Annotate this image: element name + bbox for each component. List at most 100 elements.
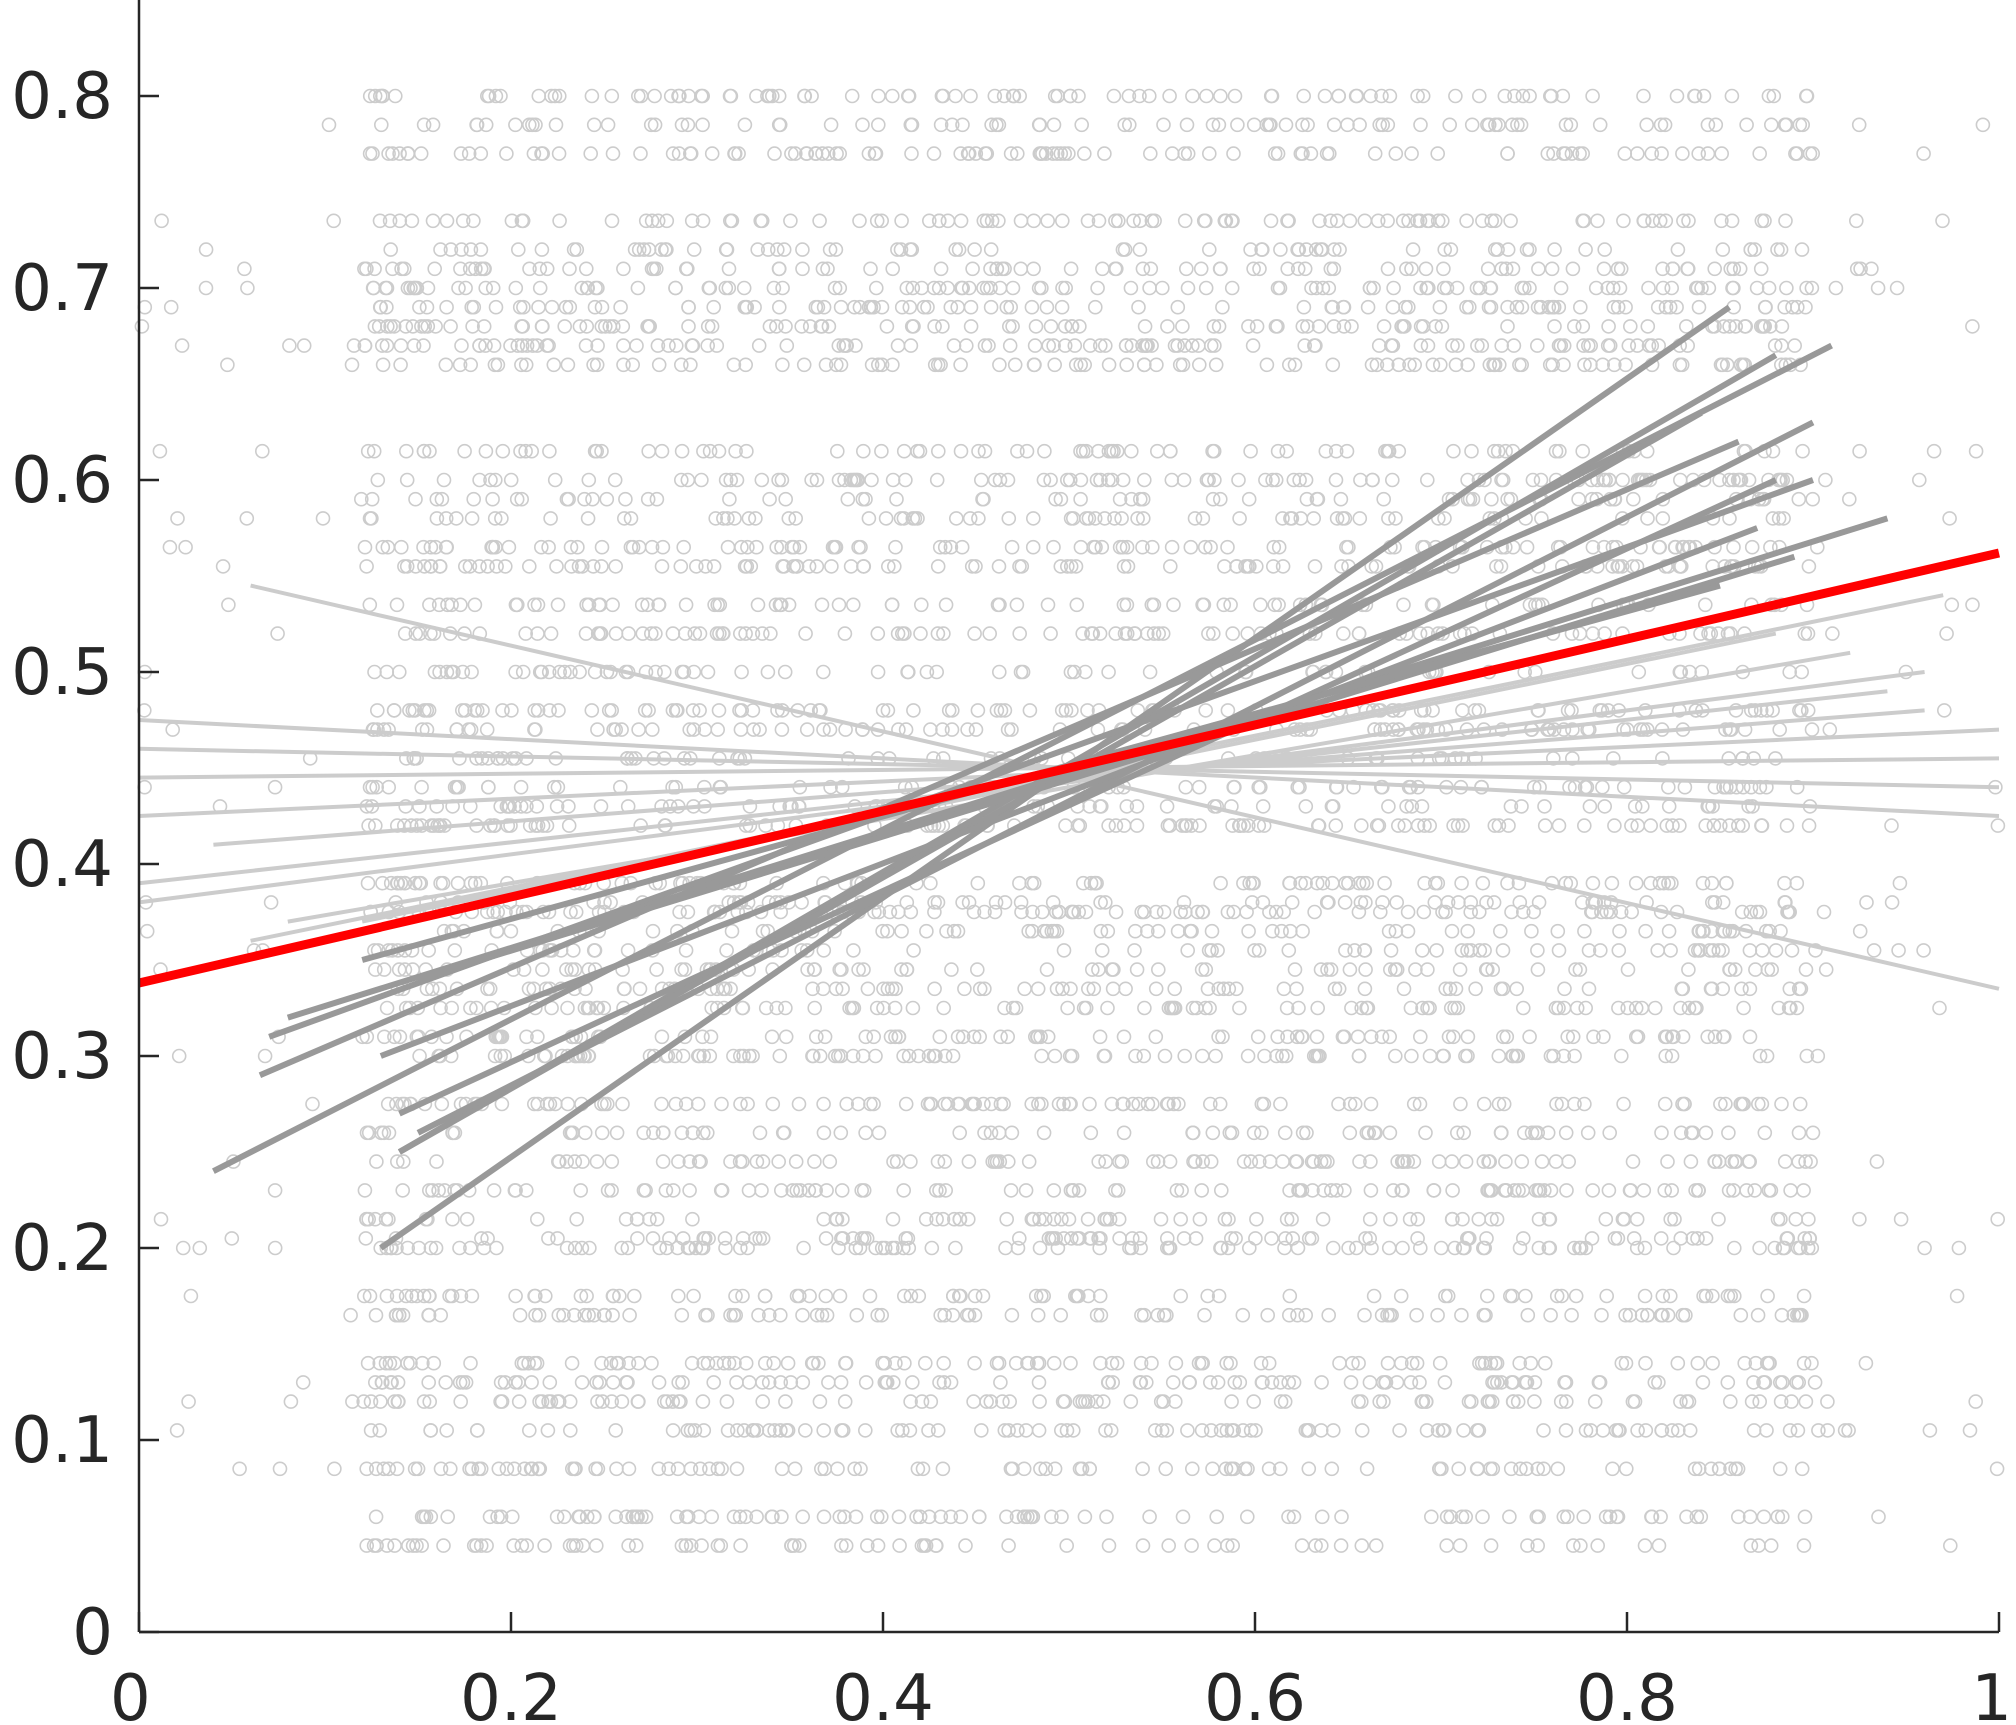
scatter-point (224, 1231, 240, 1246)
scatter-point (1727, 1240, 1742, 1256)
scatter-point (738, 1355, 754, 1371)
scatter-point (1441, 1029, 1457, 1045)
scatter-point (511, 1375, 526, 1390)
scatter-point (1078, 904, 1094, 920)
scatter-point (504, 213, 520, 229)
scatter-point (1420, 962, 1435, 977)
scatter-point (601, 703, 617, 718)
scatter-point (452, 1240, 467, 1256)
scatter-point (716, 511, 731, 526)
scatter-point (163, 299, 179, 315)
scatter-point (1101, 818, 1116, 833)
scatter-point (1386, 280, 1401, 296)
scatter-point (1716, 319, 1732, 334)
scatter-point (681, 299, 696, 315)
scatter-point (1366, 280, 1381, 296)
scatter-point (1206, 319, 1222, 334)
scatter-point (1618, 1355, 1634, 1371)
scatter-point (755, 1154, 771, 1169)
scatter-point (1556, 338, 1572, 353)
scatter-point (1789, 1000, 1805, 1016)
scatter-point (1744, 539, 1760, 555)
scatter-point (1763, 319, 1778, 334)
scatter-point (1866, 943, 1882, 958)
scatter-point (665, 1394, 681, 1409)
scatter-point (608, 1509, 624, 1525)
scatter-point (777, 664, 793, 680)
scatter-point (1517, 1125, 1532, 1141)
scatter-point (1498, 1154, 1513, 1169)
scatter-point (1355, 875, 1371, 891)
scatter-point (221, 597, 236, 613)
scatter-point (748, 1231, 763, 1246)
scatter-point (1481, 1154, 1496, 1169)
scatter-point (1757, 213, 1772, 229)
scatter-point (1757, 1125, 1773, 1141)
scatter-point (165, 722, 180, 737)
scatter-point (1268, 472, 1284, 488)
scatter-point (479, 722, 495, 737)
scatter-point (513, 443, 528, 459)
scatter-point (971, 511, 986, 526)
scatter-point (1665, 818, 1680, 833)
scatter-point (1357, 213, 1373, 229)
scatter-point (1968, 443, 1984, 459)
scatter-point (1094, 539, 1110, 555)
scatter-point (1313, 242, 1329, 257)
scatter-point (360, 1355, 376, 1371)
scatter-point (719, 1394, 735, 1409)
scatter-point (1547, 242, 1562, 257)
scatter-point (1605, 280, 1621, 296)
scatter-point (674, 443, 690, 459)
scatter-point (1612, 280, 1628, 296)
scatter-point (1436, 280, 1452, 296)
scatter-point (541, 1394, 556, 1409)
scatter-point (771, 88, 787, 104)
scatter-point (393, 338, 409, 353)
scatter-point (393, 539, 409, 555)
scatter-point (1248, 1423, 1263, 1438)
scatter-point (481, 88, 497, 104)
scatter-point (1319, 146, 1335, 161)
scatter-point (1001, 511, 1017, 526)
scatter-point (727, 146, 743, 161)
scatter-point (966, 904, 982, 920)
scatter-point (900, 1231, 916, 1246)
y-tick-label: 0 (72, 1596, 113, 1670)
scatter-point (1091, 1231, 1106, 1246)
scatter-point (577, 1307, 593, 1323)
scatter-point (527, 597, 542, 613)
scatter-point (530, 703, 546, 718)
scatter-point (1093, 1355, 1108, 1371)
scatter-point (1916, 146, 1931, 161)
scatter-point (1392, 1423, 1407, 1438)
scatter-point (444, 1000, 460, 1016)
scatter-point (1314, 1509, 1330, 1525)
scatter-point (1380, 213, 1395, 229)
scatter-point (804, 88, 819, 104)
scatter-point (1510, 1048, 1526, 1064)
scatter-point (937, 1154, 953, 1169)
scatter-point (1090, 280, 1105, 296)
scatter-point (1101, 664, 1116, 680)
scatter-point (816, 1211, 832, 1227)
scatter-point (1871, 1509, 1886, 1525)
scatter-point (1818, 472, 1833, 488)
scatter-point (593, 799, 609, 814)
scatter-point (1525, 472, 1541, 488)
scatter-point (1400, 904, 1416, 920)
scatter-point (742, 799, 758, 814)
scatter-point (493, 88, 508, 104)
scatter-point (539, 261, 555, 277)
scatter-point (822, 1154, 838, 1169)
scatter-point (1743, 1538, 1759, 1553)
scatter-point (1252, 1154, 1267, 1169)
scatter-point (1101, 357, 1117, 373)
scatter-point (971, 1509, 987, 1525)
scatter-point (1247, 943, 1262, 958)
scatter-point (752, 1125, 768, 1141)
scatter-point (656, 664, 672, 680)
scatter-point (659, 242, 674, 257)
scatter-point (871, 88, 886, 104)
scatter-point (356, 1288, 372, 1304)
